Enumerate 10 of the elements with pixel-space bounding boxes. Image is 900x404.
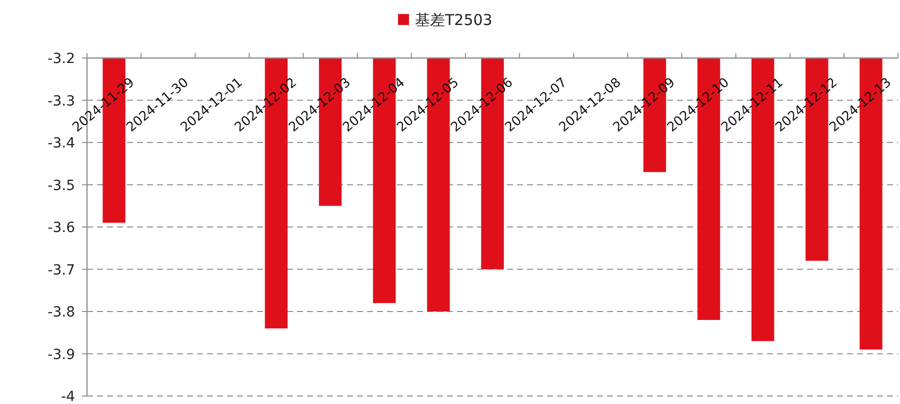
y-tick-label: -3.9 [48,346,75,363]
y-tick-label: -3.7 [48,262,75,278]
y-tick-label: -3.4 [48,136,76,152]
y-tick-label: -3.5 [48,178,75,194]
y-tick-label: -3.3 [48,93,75,110]
y-tick-label: -3.2 [48,51,75,67]
y-tick-label: -3.8 [48,304,75,320]
legend-label: 基差T2503 [415,11,492,29]
y-tick-label: -4 [61,389,76,404]
y-tick-label: -3.6 [48,220,76,236]
